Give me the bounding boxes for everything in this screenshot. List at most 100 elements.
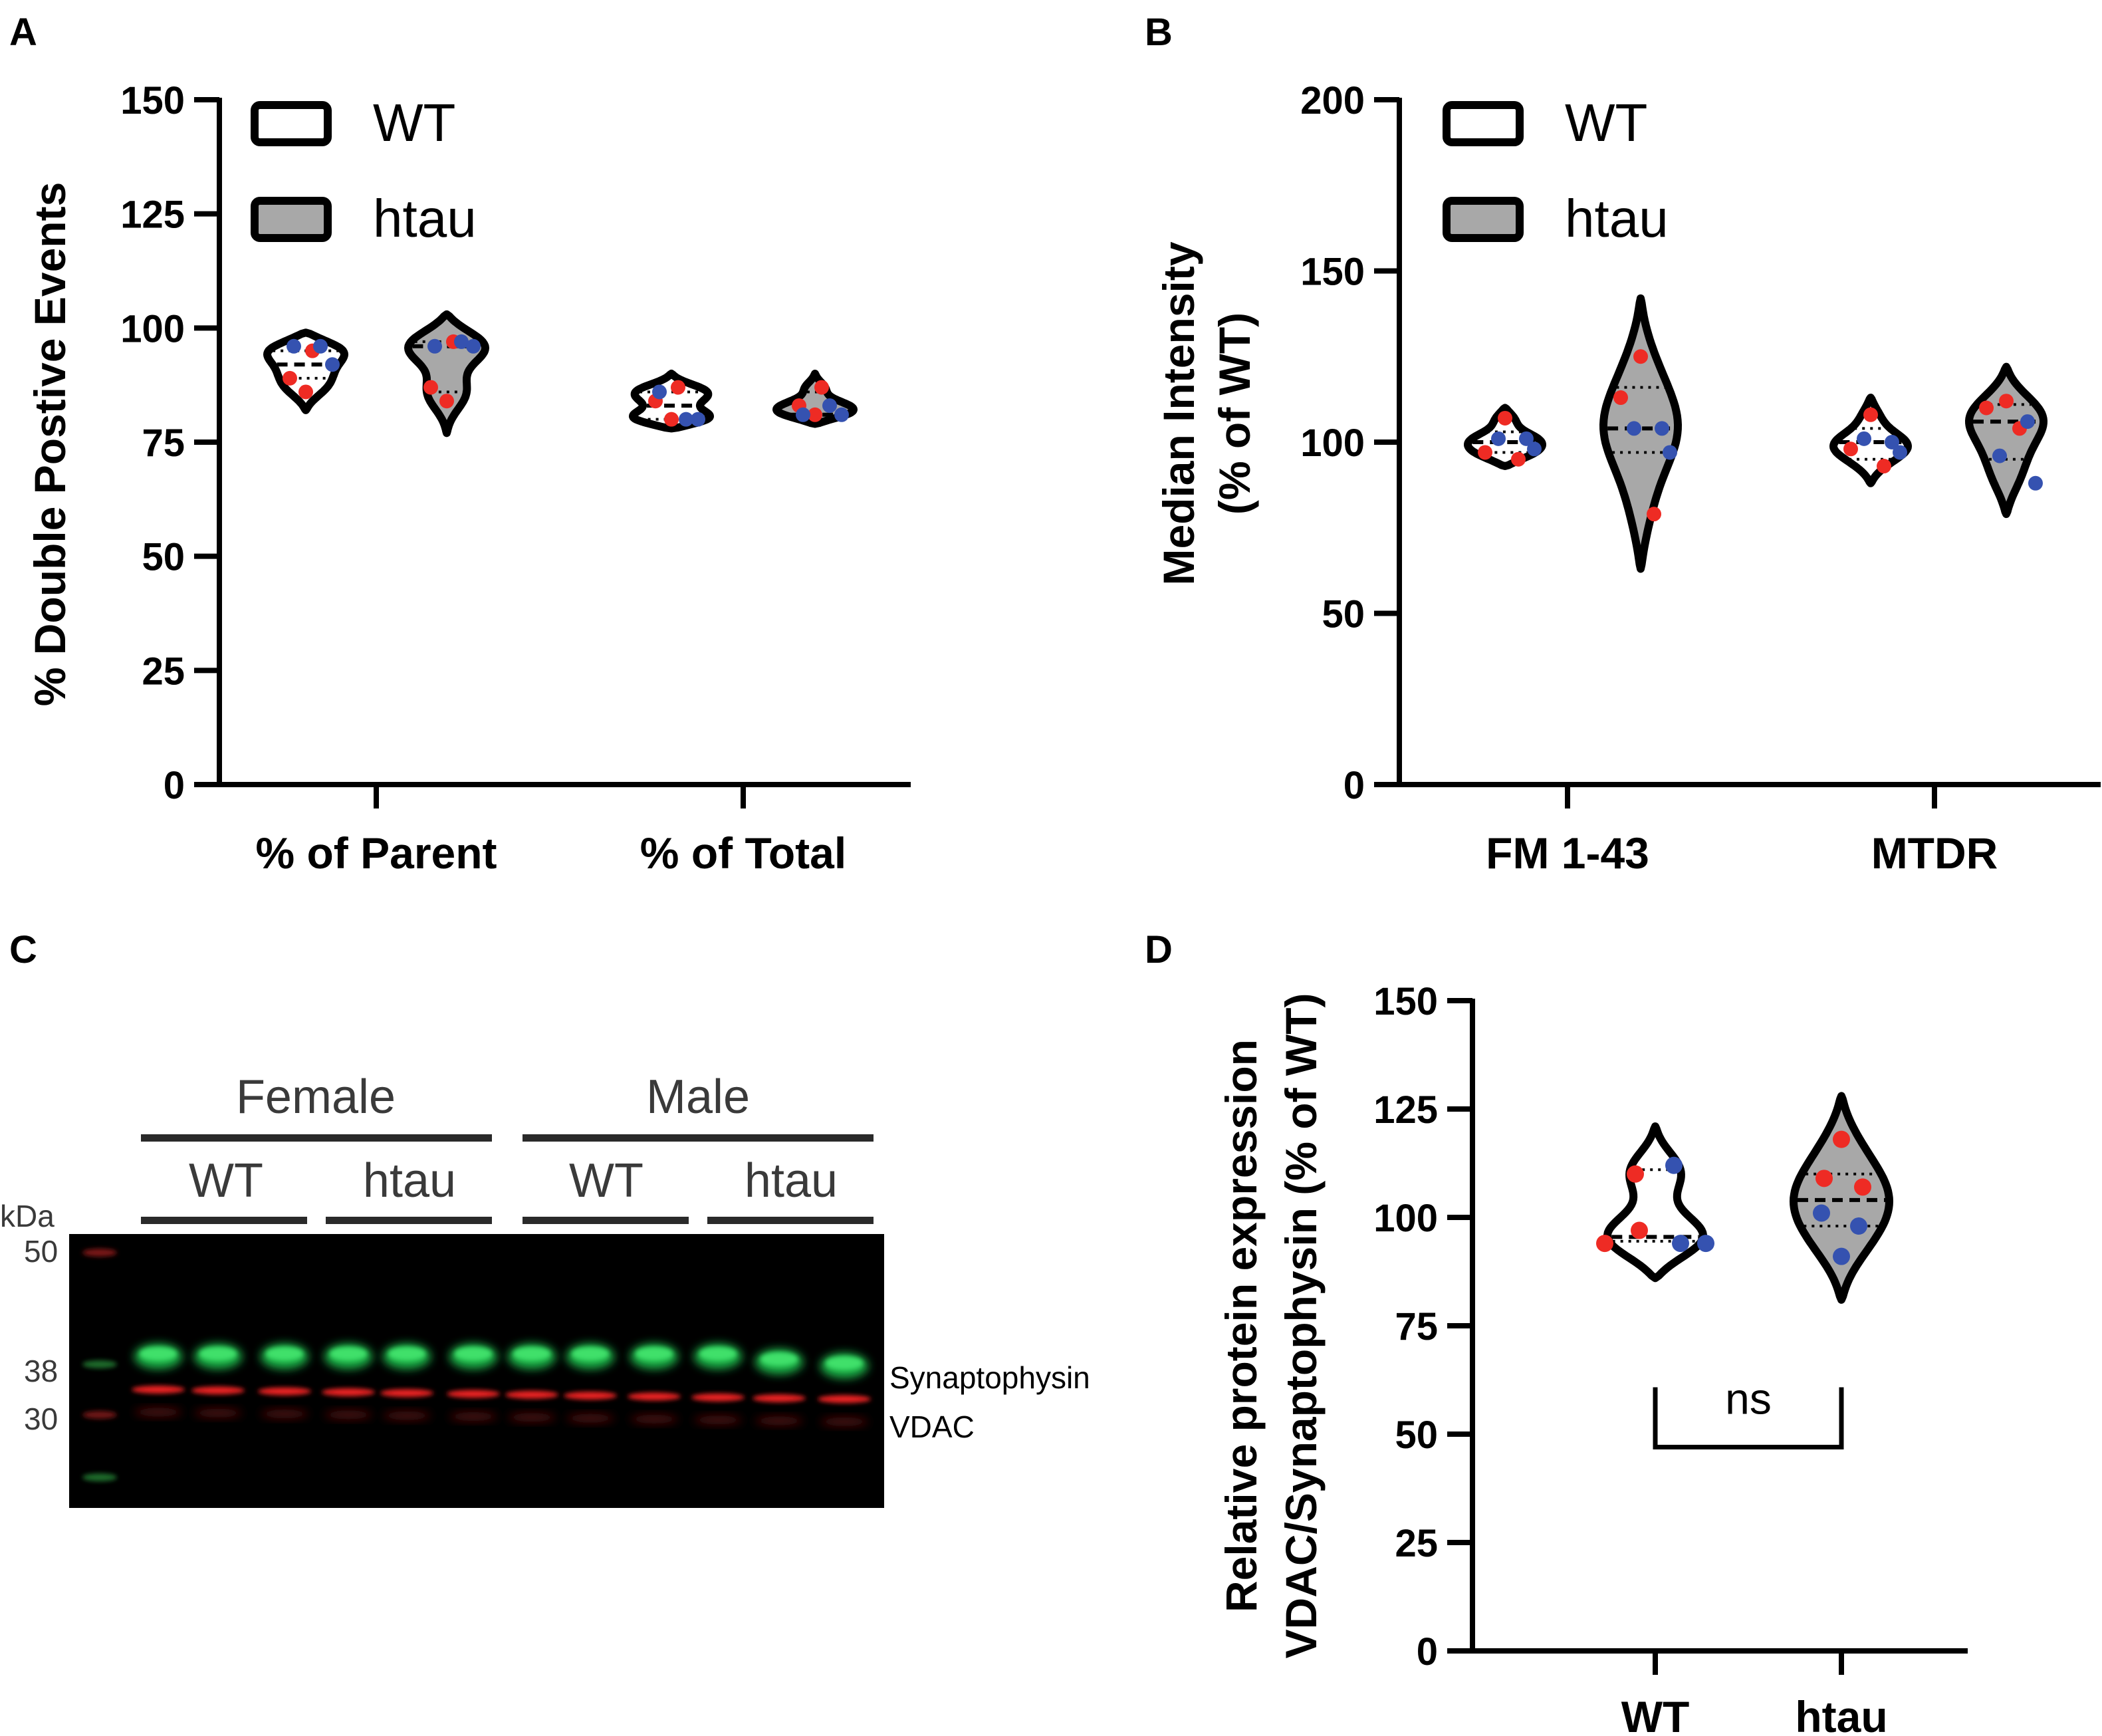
- vdac-band: [818, 1395, 871, 1404]
- panel-letter-a: A: [9, 11, 37, 54]
- violin-b-wt-2-point-male: [1893, 445, 1907, 460]
- vdac-band: [753, 1394, 806, 1402]
- blot-bracket-female: [141, 1134, 492, 1142]
- blot-bracket-htau-female: [326, 1217, 492, 1224]
- blot-image: [69, 1234, 884, 1508]
- violin-b-htau-1-point-female: [1633, 349, 1648, 364]
- synaptophysin-band-core: [199, 1347, 237, 1360]
- blot-kda-50: 50: [24, 1234, 58, 1269]
- violin-d-wt-point-male: [1697, 1235, 1714, 1253]
- vdac-band: [447, 1390, 500, 1398]
- chart-d-category-label: htau: [1795, 1692, 1887, 1736]
- violin-a-wt-2-point-female: [671, 380, 685, 395]
- synaptophysin-band-core: [572, 1347, 609, 1360]
- violin-a-wt-2-point-female: [664, 412, 679, 427]
- blot-genotype-wt-female: WT: [189, 1154, 263, 1207]
- ladder-band: [82, 1249, 117, 1257]
- background-band: [820, 1417, 868, 1427]
- violin-a-wt-2-point-male: [652, 384, 667, 400]
- violin-d-htau-point-male: [1850, 1217, 1867, 1235]
- violin-a-htau-2-point-male: [834, 407, 849, 422]
- violin-b-htau-1: [1599, 294, 1682, 573]
- background-band: [324, 1410, 372, 1420]
- violin-a-htau-1-point-female: [439, 394, 454, 409]
- chart-d-y-tick-label: 50: [1395, 1414, 1438, 1457]
- chart-d-y-tick-label: 100: [1373, 1197, 1438, 1240]
- synaptophysin-band-core: [826, 1356, 863, 1370]
- synaptophysin-band-core: [699, 1347, 737, 1360]
- violin-a-wt-1-point-male: [287, 338, 301, 354]
- background-band: [566, 1414, 614, 1424]
- violin-d-htau-point-male: [1833, 1247, 1850, 1265]
- violin-a-htau-2-point-male: [796, 407, 810, 422]
- chart-a-category-label: % of Parent: [255, 828, 497, 878]
- violin-d-htau-point-male: [1813, 1204, 1830, 1222]
- panel-letter-d: D: [1145, 928, 1173, 971]
- vdac-band: [258, 1387, 311, 1396]
- background-band: [630, 1414, 678, 1424]
- violin-d-wt-point-male: [1672, 1235, 1689, 1253]
- violin-b-wt-2: [1829, 394, 1912, 487]
- significance-label: ns: [1725, 1374, 1772, 1424]
- blot-genotype-htau-female: htau: [363, 1154, 456, 1207]
- chart-b-y-tick-label: 150: [1300, 251, 1365, 294]
- violin-b-wt-2-point-female: [1877, 459, 1891, 474]
- vdac-band: [628, 1392, 681, 1401]
- violin-a-htau-1-point-male: [454, 334, 469, 349]
- violin-a-htau-2: [772, 370, 858, 428]
- blot-kda-label: kDa: [0, 1199, 55, 1233]
- band-label-vdac: VDAC: [889, 1410, 975, 1444]
- violin-b-htau-2-point-female: [1999, 394, 2014, 409]
- chart-d-y-tick-label: 125: [1373, 1088, 1438, 1132]
- violin-a-htau-1-point-male: [427, 338, 442, 354]
- violin-b-wt-1-point-female: [1511, 451, 1526, 467]
- vdac-band: [380, 1389, 433, 1398]
- ladder-band: [82, 1411, 117, 1419]
- y-axis-label-d-line1: Relative protein expression: [1217, 1039, 1266, 1612]
- violin-d-wt-point-female: [1627, 1165, 1644, 1183]
- vdac-band: [322, 1388, 375, 1396]
- violin-b-wt-1: [1464, 404, 1546, 470]
- violin-a-wt-1-point-male: [325, 357, 340, 372]
- violin-b-htau-1-point-male: [1655, 421, 1669, 436]
- chart-a-legend-swatch-wt: [251, 101, 332, 146]
- violin-a-wt-1-point-female: [283, 370, 297, 386]
- violin-b-htau-2-point-male: [2028, 475, 2043, 491]
- chart-b-legend-label-htau: htau: [1565, 189, 1669, 248]
- violin-d-wt-point-male: [1665, 1156, 1683, 1174]
- synaptophysin-band-core: [330, 1347, 367, 1360]
- chart-b-y-tick-label: 100: [1300, 422, 1365, 465]
- chart-b-category-label: MTDR: [1871, 828, 1998, 878]
- violin-b-wt-2-point-male: [1857, 431, 1871, 446]
- chart-a-y-tick-label: 75: [142, 422, 185, 465]
- violin-b-wt-1-point-female: [1498, 410, 1512, 426]
- blot-kda-38: 38: [24, 1354, 58, 1388]
- synaptophysin-band-core: [140, 1347, 177, 1360]
- chart-panel-d: 0 25 50 75 100 125 150 WT htau Relative protein…: [1217, 980, 1968, 1736]
- violin-b-htau-1-outline: [1599, 294, 1682, 573]
- chart-b-y-tick-label: 200: [1300, 79, 1365, 122]
- violin-d-wt-point-female: [1631, 1221, 1648, 1239]
- y-axis-label-b-line2: (% of WT): [1210, 312, 1259, 515]
- violin-b-htau-1-point-male: [1663, 445, 1677, 460]
- violin-b-htau-1-point-female: [1647, 507, 1661, 522]
- violin-b-htau-2-point-male: [1992, 448, 2007, 463]
- violin-b-wt-2-point-female: [1843, 441, 1858, 457]
- violin-b-wt-1-point-male: [1519, 431, 1534, 446]
- chart-panel-a: 0 25 50 75 100 125 150 % of Parent % of Total %…: [25, 79, 911, 878]
- chart-d-y-tick-label: 150: [1373, 980, 1438, 1023]
- band-label-synaptophysin: Synaptophysin: [889, 1360, 1090, 1395]
- chart-d-y-tick-label: 25: [1395, 1522, 1438, 1565]
- violin-d-htau-point-female: [1815, 1170, 1833, 1187]
- synaptophysin-band-core: [636, 1347, 673, 1360]
- chart-b-legend-swatch-htau: [1443, 197, 1524, 242]
- background-band: [694, 1415, 742, 1425]
- violin-d-htau-outline: [1790, 1092, 1893, 1304]
- panel-letter-c: C: [9, 928, 37, 971]
- violin-a-htau-1-point-male: [466, 338, 481, 354]
- chart-a-y-tick-label: 150: [120, 79, 185, 122]
- blot-bracket-wt-female: [141, 1217, 307, 1224]
- background-band: [134, 1408, 182, 1417]
- chart-a-y-tick-label: 125: [120, 193, 185, 237]
